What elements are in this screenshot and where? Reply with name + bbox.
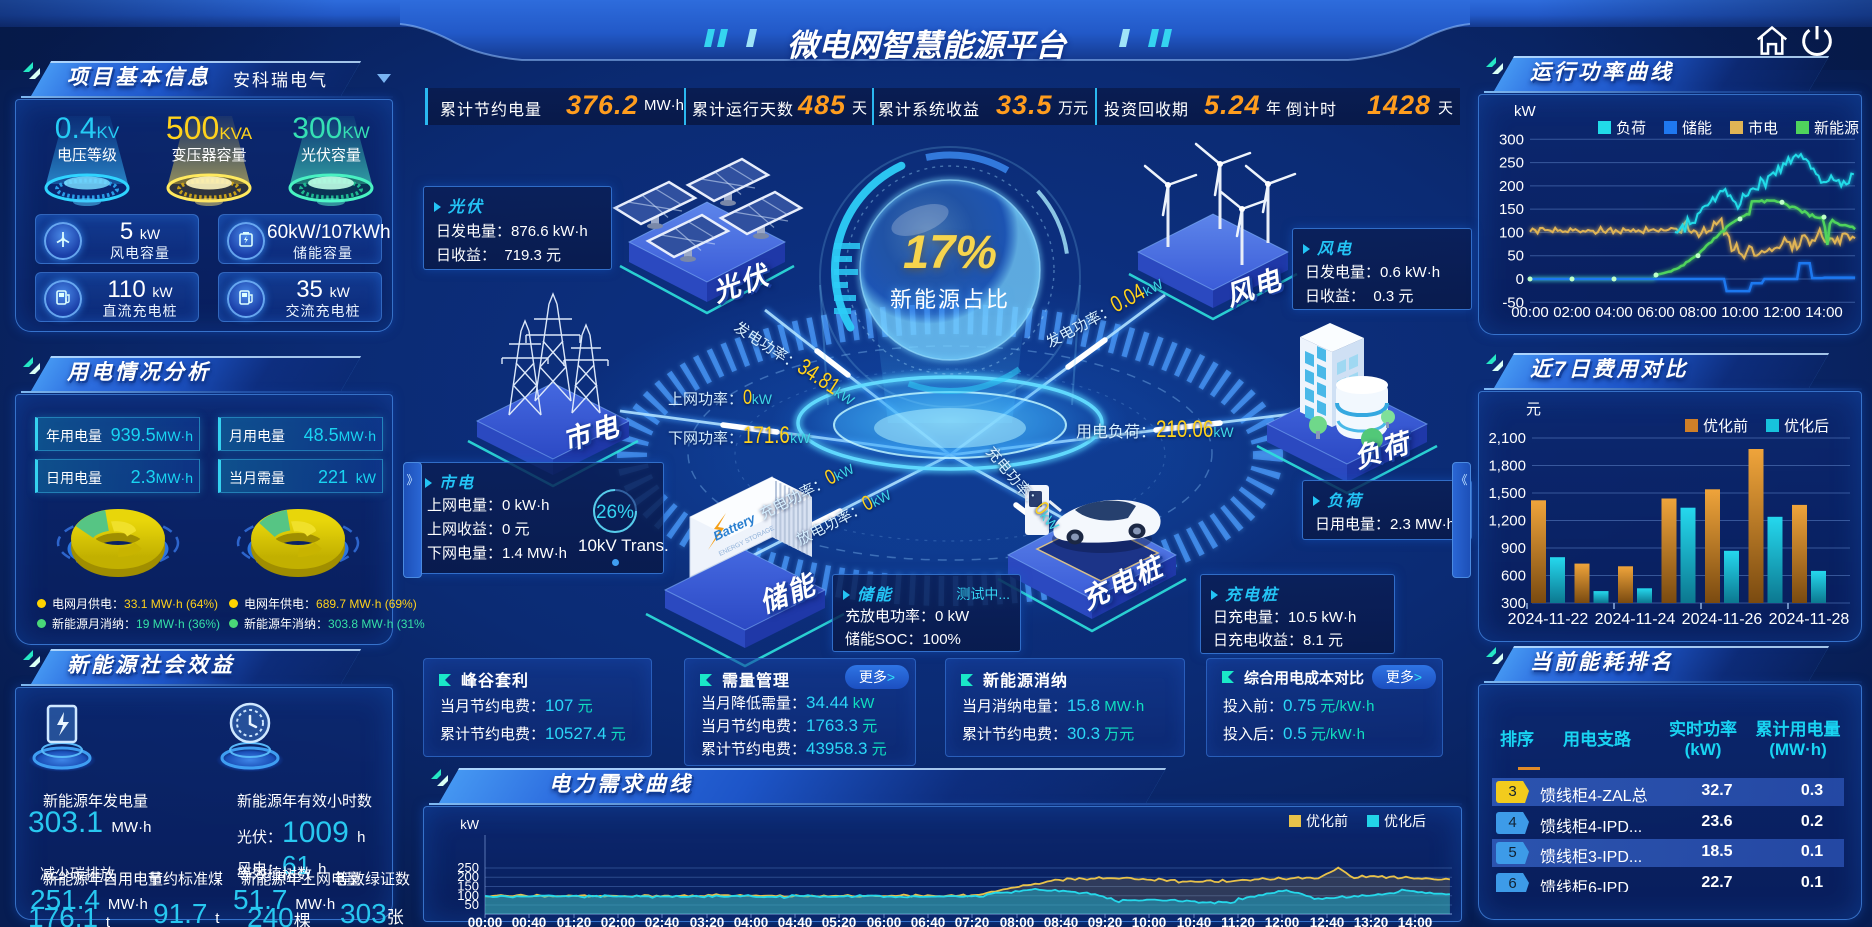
svg-text:100: 100 bbox=[1499, 224, 1524, 241]
svg-text:200: 200 bbox=[457, 869, 479, 884]
svg-text:250: 250 bbox=[1499, 155, 1524, 172]
svg-text:10:00: 10:00 bbox=[1721, 304, 1759, 321]
svg-text:2024-11-22: 2024-11-22 bbox=[1508, 611, 1589, 628]
svg-text:08:40: 08:40 bbox=[1044, 915, 1079, 927]
svg-text:13:20: 13:20 bbox=[1354, 915, 1389, 927]
svg-text:kW: kW bbox=[460, 817, 480, 832]
svg-text:2024-11-28: 2024-11-28 bbox=[1769, 611, 1850, 628]
svg-text:12:00: 12:00 bbox=[1763, 304, 1801, 321]
svg-text:04:00: 04:00 bbox=[734, 915, 769, 927]
svg-text:05:20: 05:20 bbox=[822, 915, 857, 927]
svg-text:2024-11-26: 2024-11-26 bbox=[1682, 611, 1763, 628]
svg-text:100: 100 bbox=[457, 888, 479, 903]
svg-text:50: 50 bbox=[1507, 248, 1524, 265]
svg-text:2024-11-24: 2024-11-24 bbox=[1595, 611, 1676, 628]
svg-text:150: 150 bbox=[457, 879, 479, 894]
svg-text:00:00: 00:00 bbox=[468, 915, 503, 927]
svg-text:08:00: 08:00 bbox=[1679, 304, 1717, 321]
svg-text:04:00: 04:00 bbox=[1595, 304, 1633, 321]
svg-text:09:20: 09:20 bbox=[1088, 915, 1123, 927]
svg-text:00:00: 00:00 bbox=[1511, 304, 1549, 321]
svg-text:02:00: 02:00 bbox=[1553, 304, 1591, 321]
svg-text:300: 300 bbox=[1499, 131, 1524, 148]
svg-text:00:40: 00:40 bbox=[512, 915, 547, 927]
svg-text:07:20: 07:20 bbox=[955, 915, 990, 927]
svg-text:11:20: 11:20 bbox=[1221, 915, 1255, 927]
svg-text:250: 250 bbox=[457, 860, 479, 875]
svg-text:04:40: 04:40 bbox=[778, 915, 813, 927]
svg-text:12:00: 12:00 bbox=[1265, 915, 1300, 927]
svg-text:200: 200 bbox=[1499, 178, 1524, 195]
svg-text:1,800: 1,800 bbox=[1488, 458, 1526, 475]
svg-text:26%: 26% bbox=[596, 502, 634, 523]
svg-text:14:00: 14:00 bbox=[1398, 915, 1433, 927]
svg-text:12:40: 12:40 bbox=[1310, 915, 1345, 927]
svg-text:10:00: 10:00 bbox=[1132, 915, 1167, 927]
svg-text:900: 900 bbox=[1501, 540, 1526, 557]
svg-text:03:20: 03:20 bbox=[690, 915, 725, 927]
svg-text:06:00: 06:00 bbox=[1637, 304, 1675, 321]
svg-text:150: 150 bbox=[1499, 201, 1524, 218]
svg-text:14:00: 14:00 bbox=[1805, 304, 1843, 321]
svg-text:06:40: 06:40 bbox=[911, 915, 946, 927]
svg-text:08:00: 08:00 bbox=[1000, 915, 1035, 927]
svg-text:50: 50 bbox=[465, 897, 479, 912]
svg-text:02:00: 02:00 bbox=[601, 915, 636, 927]
svg-text:300: 300 bbox=[1501, 595, 1526, 612]
svg-text:02:40: 02:40 bbox=[645, 915, 680, 927]
svg-text:600: 600 bbox=[1501, 568, 1526, 585]
svg-text:2,100: 2,100 bbox=[1488, 430, 1526, 447]
svg-text:10:40: 10:40 bbox=[1177, 915, 1212, 927]
svg-text:1,200: 1,200 bbox=[1488, 513, 1526, 530]
svg-text:01:20: 01:20 bbox=[557, 915, 592, 927]
svg-text:0: 0 bbox=[1516, 271, 1524, 288]
svg-text:1,500: 1,500 bbox=[1488, 485, 1526, 502]
svg-text:-50: -50 bbox=[1502, 294, 1524, 311]
svg-text:06:00: 06:00 bbox=[867, 915, 902, 927]
